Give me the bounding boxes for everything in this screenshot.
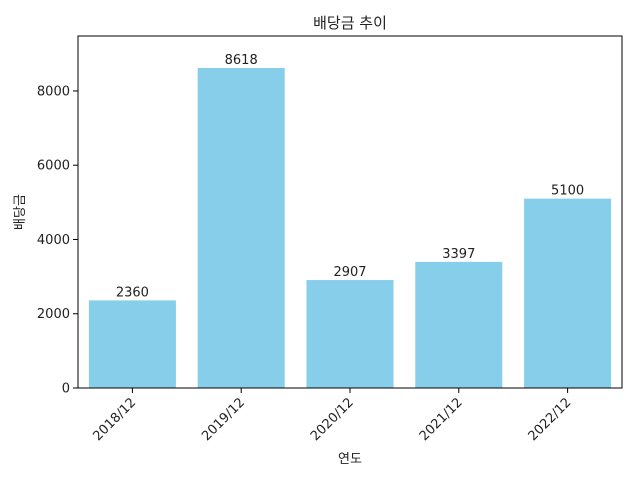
- bars-layer: [88, 68, 612, 389]
- data-labels-layer: 2360 8618 2907 3397 5100: [116, 53, 584, 300]
- bar-2022-12: [524, 198, 612, 388]
- bar-2018-12: [88, 300, 176, 388]
- bar-2021-12: [415, 261, 503, 388]
- data-label: 8618: [225, 53, 258, 68]
- chart-title: 배당금 추이: [313, 14, 387, 32]
- y-axis: 0 2000 4000 6000 8000: [37, 84, 78, 397]
- y-tick-label: 4000: [37, 233, 70, 248]
- data-label: 5100: [551, 184, 584, 199]
- data-label: 2907: [333, 265, 366, 280]
- data-label: 3397: [442, 247, 475, 262]
- bar-2019-12: [197, 68, 285, 389]
- y-tick-label: 0: [62, 382, 70, 397]
- y-tick-label: 6000: [37, 159, 70, 174]
- bar-2020-12: [306, 280, 394, 388]
- x-axis-label: 연도: [338, 452, 362, 467]
- plot-frame: [77, 35, 623, 389]
- data-label: 2360: [116, 285, 149, 300]
- y-tick-label: 2000: [37, 307, 70, 322]
- y-axis-label: 배당금: [13, 194, 28, 230]
- y-tick-label: 8000: [37, 84, 70, 99]
